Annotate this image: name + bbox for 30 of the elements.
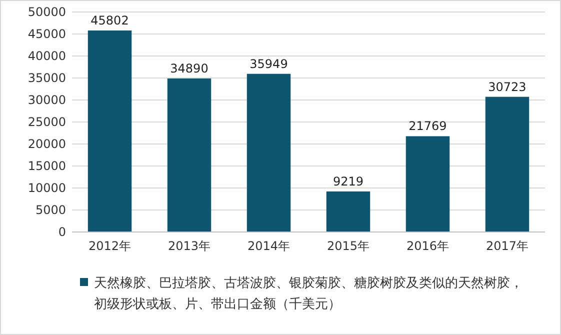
data-label: 21769 (408, 119, 447, 134)
y-tick-label: 5000 (35, 203, 66, 218)
x-tick-label: 2017年 (486, 239, 529, 253)
y-tick-label: 45000 (28, 27, 66, 42)
x-tick-label: 2016年 (406, 239, 450, 253)
x-tick-label: 2012年 (88, 239, 132, 253)
x-tick-label: 2013年 (168, 239, 211, 253)
y-tick-label: 10000 (28, 181, 66, 196)
data-label: 34890 (170, 61, 208, 76)
y-tick-label: 15000 (28, 159, 66, 174)
data-label: 9219 (332, 174, 364, 188)
data-label: 35949 (250, 56, 288, 71)
y-tick-label: 25000 (28, 115, 66, 130)
y-tick-label: 40000 (28, 49, 66, 64)
bar (326, 191, 370, 232)
bar (88, 30, 132, 232)
legend-label: 天然橡胶、巴拉塔胶、古塔波胶、银胶菊胶、糖胶树胶及类似的天然树胶，初级形状或板、片、带出口金额（千美元） (94, 276, 523, 312)
y-tick-label: 35000 (28, 71, 66, 86)
bar (246, 74, 291, 232)
x-tick-label: 2014年 (247, 239, 290, 253)
data-label: 45802 (90, 13, 129, 28)
bar (167, 78, 212, 232)
y-tick-label: 0 (58, 225, 66, 240)
y-tick-label: 30000 (28, 93, 66, 108)
x-tick-label: 2015年 (326, 239, 370, 253)
y-tick-label: 20000 (28, 137, 66, 152)
data-label: 30723 (488, 80, 526, 94)
bar (485, 96, 530, 232)
bar (406, 136, 450, 232)
y-tick-label: 50000 (28, 5, 66, 20)
